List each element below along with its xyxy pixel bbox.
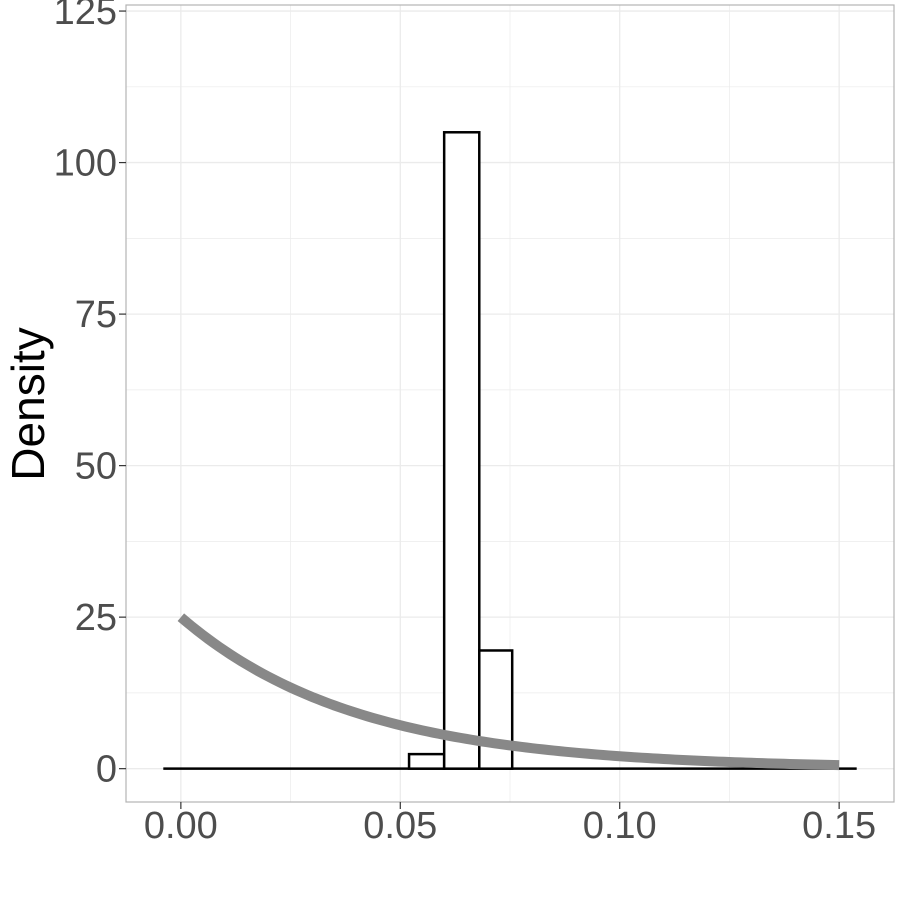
histogram-bar [442,131,481,770]
histogram-bars [163,131,857,770]
plot-panel-border [125,4,895,803]
y-tick-label: 50 [75,446,117,488]
y-tick-label: 100 [54,143,117,185]
grid-lines [126,5,894,802]
axis-tick-labels: 0.00 0.05 0.10 0.15 0 25 50 75 100 125 [54,0,877,847]
x-tick-label: 0.15 [802,805,876,847]
y-axis-title: Density [2,327,54,480]
x-tick-label: 0.05 [363,805,437,847]
density-curve [177,613,840,771]
y-tick-label: 125 [54,0,117,33]
density-curve-layer [177,613,840,771]
histogram-bar [478,649,514,770]
histogram-bar [407,752,446,770]
y-tick-label: 75 [75,294,117,336]
y-tick-label: 0 [96,749,117,791]
x-tick-label: 0.00 [144,805,218,847]
y-tick-label: 25 [75,597,117,639]
x-tick-label: 0.10 [583,805,657,847]
